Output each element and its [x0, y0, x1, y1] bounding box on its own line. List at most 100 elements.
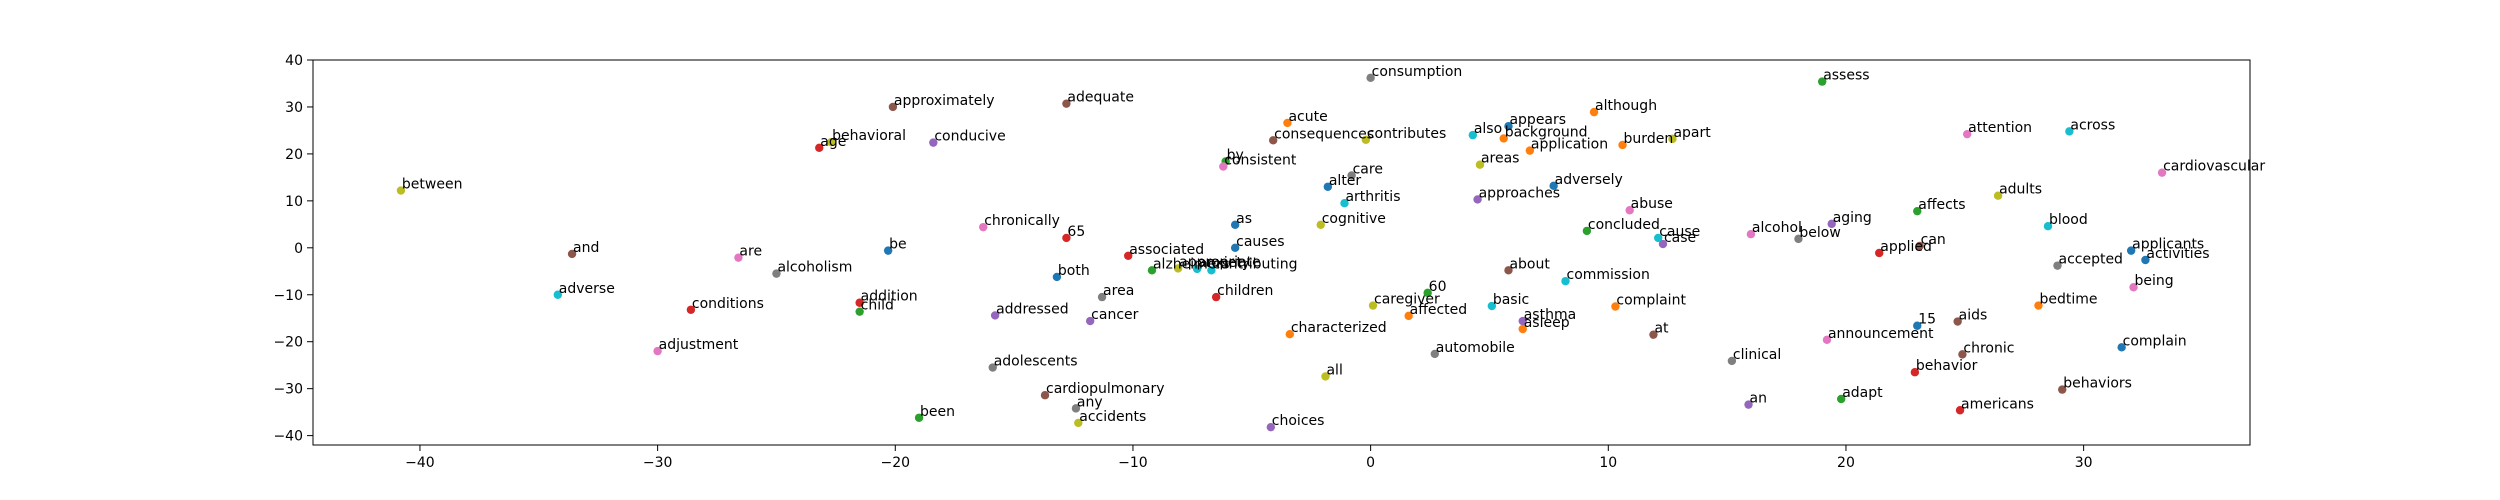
point-label: affects — [1918, 197, 1965, 213]
point-label: 15 — [1918, 312, 1936, 328]
point-label: alzheimers — [1153, 256, 1230, 272]
data-point — [979, 222, 988, 232]
point-label: adversely — [1555, 172, 1623, 188]
point-label: adults — [1999, 182, 2042, 198]
data-point — [1062, 233, 1071, 243]
point-label: below — [1799, 225, 1840, 241]
point-label: behavioral — [832, 128, 906, 144]
x-tick-label: 30 — [2075, 455, 2093, 471]
point-label: caregiver — [1374, 292, 1440, 308]
data-point — [1340, 199, 1349, 208]
point-label: clinical — [1733, 347, 1781, 363]
point-label: addition — [861, 289, 918, 305]
point-label: activities — [2146, 246, 2209, 262]
data-point — [1499, 134, 1508, 143]
data-point — [396, 186, 406, 195]
point-label: at — [1654, 321, 1669, 337]
point-label: cancer — [1091, 307, 1138, 323]
point-label: addressed — [996, 301, 1069, 317]
data-point — [2141, 255, 2150, 265]
x-tick-label: 10 — [1599, 455, 1617, 471]
point-label: can — [1921, 232, 1946, 248]
point-label: acute — [1288, 109, 1327, 125]
point-label: case — [1664, 230, 1696, 246]
y-tick-label: 10 — [285, 194, 303, 210]
data-point — [815, 143, 824, 152]
point-label: appears — [1509, 112, 1566, 128]
point-label: cardiovascular — [2163, 159, 2265, 175]
data-point — [855, 307, 864, 316]
point-label: an — [1750, 391, 1767, 407]
point-label: behaviors — [2063, 376, 2132, 392]
data-point — [883, 246, 893, 255]
point-label: alcohol — [1752, 220, 1802, 236]
point-label: and — [573, 240, 599, 256]
data-point — [1062, 99, 1071, 108]
data-point — [2065, 127, 2074, 136]
data-point — [1993, 191, 2003, 200]
data-point — [772, 269, 781, 278]
point-label: being — [2135, 273, 2174, 289]
data-point — [686, 305, 696, 314]
data-point — [2129, 283, 2138, 292]
data-point — [1040, 391, 1050, 400]
data-point — [1910, 368, 1920, 377]
y-tick-label: −40 — [273, 429, 303, 445]
data-point — [1582, 226, 1592, 236]
x-tick-label: 0 — [1366, 455, 1375, 471]
point-label: adapt — [1842, 385, 1883, 401]
data-point — [1822, 335, 1832, 345]
data-points — [396, 73, 2167, 432]
data-point — [1147, 266, 1157, 275]
point-label: consistent — [1224, 153, 1297, 169]
point-label: asthma — [1524, 307, 1576, 323]
data-point — [1230, 243, 1240, 253]
point-label: applicants — [2132, 237, 2204, 253]
data-point — [1361, 135, 1371, 145]
data-point — [1504, 266, 1513, 275]
point-label: affected — [1410, 302, 1468, 318]
data-point — [1518, 324, 1527, 334]
point-label: applied — [1880, 239, 1932, 255]
point-label: aids — [1959, 308, 1988, 324]
data-point — [1366, 73, 1375, 83]
point-label: contributes — [1367, 126, 1446, 142]
data-point — [1746, 229, 1756, 239]
data-point — [1487, 301, 1497, 311]
point-label: adequate — [1067, 90, 1134, 106]
data-point — [1913, 206, 1922, 216]
y-tick-label: 20 — [285, 147, 303, 163]
data-point — [2053, 261, 2062, 270]
y-tick-label: 0 — [294, 241, 303, 257]
data-point — [1124, 251, 1133, 260]
point-label: causes — [1236, 234, 1284, 250]
point-label: accepted — [2058, 252, 2122, 268]
data-point — [1654, 233, 1663, 243]
point-label: areas — [1481, 151, 1520, 167]
data-point — [929, 138, 938, 147]
point-label: attention — [1968, 120, 2032, 136]
data-point — [1958, 350, 1967, 359]
data-point — [1211, 292, 1221, 302]
y-tick-label: −30 — [273, 382, 303, 398]
data-point — [1207, 266, 1216, 275]
axes-frame — [312, 59, 2251, 446]
data-point — [1875, 248, 1884, 258]
data-point — [1625, 206, 1634, 215]
data-point — [1727, 356, 1737, 366]
point-label: consequences — [1274, 126, 1374, 142]
data-point — [1518, 316, 1527, 326]
data-point — [1368, 301, 1378, 310]
data-point — [1744, 400, 1753, 409]
point-label: asleep — [1524, 315, 1570, 331]
point-label: aging — [1833, 210, 1872, 226]
y-tick-label: 30 — [285, 100, 303, 116]
point-label: cause — [1659, 224, 1700, 240]
x-tick-label: −20 — [881, 455, 911, 471]
point-label: been — [920, 404, 955, 420]
data-point — [988, 363, 997, 372]
data-point — [990, 311, 1000, 320]
y-axis: −40 −30 −20 −10 0 10 20 30 40 — [273, 53, 313, 445]
data-point — [2043, 222, 2053, 231]
data-point — [567, 249, 577, 259]
